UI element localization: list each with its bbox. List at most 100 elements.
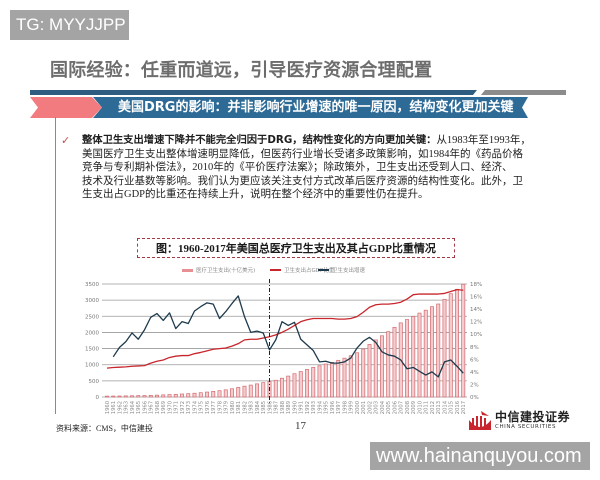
y-axis-tick-label: 2500 xyxy=(85,314,99,320)
x-axis-tick-label: 2007 xyxy=(399,401,405,414)
legend-item-expenditure: 医疗卫生支出(十亿美元) xyxy=(182,266,255,274)
logo-text-cn: 中信建投证券 xyxy=(495,410,571,424)
x-axis-tick-label: 1962 xyxy=(117,401,123,414)
source-note: 资料来源：CMS，中信建投 xyxy=(56,424,153,433)
paragraph-lead: 整体卫生支出增速下降并不能完全归因于DRG，结构性变化的方向更加关键： xyxy=(82,134,437,146)
expenditure-bar xyxy=(361,348,366,398)
y-axis-tick-label: 3500 xyxy=(85,282,99,288)
x-axis-tick-label: 1994 xyxy=(317,400,323,414)
x-axis-tick-label: 2002 xyxy=(367,401,373,414)
expenditure-bar xyxy=(442,298,447,398)
x-axis-tick-label: 1963 xyxy=(124,401,130,414)
x-axis-tick-label: 2014 xyxy=(442,400,448,414)
expenditure-bar xyxy=(105,395,109,398)
x-axis-tick-label: 1976 xyxy=(205,401,211,414)
legend-label: 医疗卫生支出(十亿美元) xyxy=(196,268,256,274)
company-logo: 中信建投证券 CHINA SECURITIES xyxy=(467,410,570,432)
x-axis-tick-label: 1999 xyxy=(349,401,355,414)
expenditure-bar xyxy=(292,373,297,398)
y-axis-tick-label: 0 xyxy=(96,395,100,401)
paragraph-line: 美国医疗卫生支出整体增速明显降低，但医药行业增长受诸多政策影响，如1984年的《… xyxy=(82,148,523,160)
page-number: 17 xyxy=(295,420,306,432)
expenditure-bar xyxy=(198,392,203,398)
x-axis-tick-label: 2001 xyxy=(361,401,367,414)
expenditure-bar xyxy=(298,371,303,398)
paragraph-line-text: 从1983年至1993年， xyxy=(436,135,531,146)
x-axis-tick-label: 2008 xyxy=(405,401,411,414)
expenditure-bar xyxy=(348,355,353,398)
x-axis-tick-label: 1967 xyxy=(149,401,155,414)
y2-axis-tick-label: 18% xyxy=(470,282,482,288)
expenditure-bar xyxy=(405,319,409,398)
side-rule-divider xyxy=(55,117,56,414)
x-axis-tick-label: 1984 xyxy=(255,400,261,414)
expenditure-bar xyxy=(167,394,172,398)
expenditure-bar xyxy=(255,383,259,398)
slide-title: 国际经验：任重而道远，引导医疗资源合理配置 xyxy=(50,60,433,81)
x-axis-tick-label: 1979 xyxy=(224,401,230,414)
expenditure-bar xyxy=(111,395,116,398)
gdp-share-line xyxy=(106,289,464,369)
x-axis-tick-label: 1982 xyxy=(242,401,248,414)
y2-axis-tick-label: 4% xyxy=(470,370,479,376)
expenditure-bar xyxy=(430,306,434,398)
y2-axis-tick-label: 14% xyxy=(470,307,482,313)
expenditure-bar xyxy=(173,393,178,398)
y-axis-tick-label: 2000 xyxy=(85,330,99,336)
expenditure-bar xyxy=(330,361,334,398)
x-axis-tick-label: 2017 xyxy=(461,401,467,414)
expenditure-bar xyxy=(305,369,309,398)
x-axis-tick-label: 1961 xyxy=(111,401,117,414)
body-paragraph: 整体卫生支出增速下降并不能完全归因于DRG，结构性变化的方向更加关键：从1983… xyxy=(82,134,532,202)
expenditure-bar xyxy=(392,327,397,398)
x-axis-tick-label: 1973 xyxy=(186,401,192,414)
expenditure-bar xyxy=(367,344,372,398)
expenditure-bar xyxy=(455,288,459,398)
x-axis-tick-label: 1969 xyxy=(161,401,167,414)
y2-axis-tick-label: 8% xyxy=(470,345,479,351)
x-axis-tick-label: 1965 xyxy=(136,401,142,414)
x-axis-tick-label: 2005 xyxy=(386,401,392,414)
x-axis-tick-label: 1978 xyxy=(217,401,223,414)
x-axis-tick-label: 1964 xyxy=(130,400,136,414)
expenditure-bar xyxy=(380,335,384,398)
x-axis-tick-label: 1960 xyxy=(105,401,111,414)
expenditure-bar xyxy=(311,367,316,398)
watermark-bottom-right: www.hainanquyou.com xyxy=(370,442,590,470)
paragraph-line: 整体卫生支出增速下降并不能完全归因于DRG，结构性变化的方向更加关键：从1983… xyxy=(82,134,532,148)
expenditure-bar xyxy=(317,365,322,398)
x-axis-tick-label: 1977 xyxy=(211,401,217,414)
chart-title: 图：1960-2017年美国总医疗卫生支出及其占GDP比重情况 xyxy=(156,243,436,255)
expenditure-bar xyxy=(148,394,153,398)
x-axis-tick-label: 1996 xyxy=(330,401,336,414)
x-axis-tick-label: 1970 xyxy=(167,401,173,414)
expenditure-bar xyxy=(223,389,228,398)
x-axis-tick-label: 1983 xyxy=(249,401,255,414)
y2-axis-tick-label: 6% xyxy=(470,357,479,363)
expenditure-bar xyxy=(205,391,209,398)
x-axis-tick-label: 1991 xyxy=(299,401,305,414)
expenditure-bar xyxy=(211,391,216,398)
paragraph-line: 竞争与专利期补偿法》，2010年的《平价医疗法案》；除政策外，卫生支出还受到人口… xyxy=(82,162,513,174)
expenditure-bar xyxy=(117,395,122,398)
x-axis-tick-label: 1981 xyxy=(236,401,242,414)
x-axis-tick-label: 1975 xyxy=(199,401,205,414)
expenditure-bar xyxy=(130,395,134,398)
y2-axis-tick-label: 2% xyxy=(470,382,479,388)
growth-rate-line xyxy=(112,295,464,378)
x-axis-tick-label: 1990 xyxy=(292,401,298,414)
ribbon-chevron xyxy=(30,97,102,118)
expenditure-bar xyxy=(423,309,428,398)
paragraph-line: 生支出占GDP的比重还在持续上升，说明在整个经济中的重要性仍在提升。 xyxy=(82,189,429,201)
x-axis-tick-label: 1971 xyxy=(174,401,180,414)
legend-swatch-red-line xyxy=(270,269,281,271)
x-axis-tick-label: 2012 xyxy=(430,401,436,414)
y-axis-tick-label: 3000 xyxy=(85,298,99,304)
x-axis-tick-label: 1985 xyxy=(261,401,267,414)
x-axis-tick-label: 2011 xyxy=(424,401,430,414)
expenditure-bar xyxy=(323,363,328,398)
y2-axis-tick-label: 0% xyxy=(470,395,479,401)
y-axis-tick-label: 1500 xyxy=(85,347,99,353)
legend-item-growth: 卫生支出增速 xyxy=(318,266,365,274)
expenditure-bar xyxy=(192,392,197,398)
